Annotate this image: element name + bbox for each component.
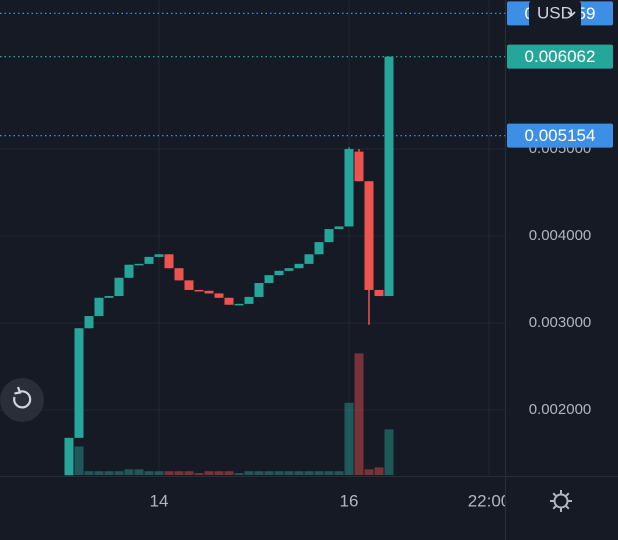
volume-bar bbox=[254, 471, 264, 475]
y-tick-label: 0.004000 bbox=[529, 227, 592, 244]
volume-bar bbox=[244, 471, 254, 475]
candle-body bbox=[324, 229, 334, 243]
dropdown-caret[interactable] bbox=[567, 11, 576, 17]
candle-body bbox=[254, 282, 264, 297]
candle-body bbox=[144, 256, 154, 264]
price-label-bg bbox=[507, 123, 613, 148]
x-tick-label: 16 bbox=[340, 491, 359, 510]
candle-body bbox=[174, 268, 184, 281]
volume-bar bbox=[284, 471, 294, 475]
reset-button[interactable] bbox=[0, 378, 44, 422]
volume-bar bbox=[84, 471, 94, 475]
candle-body bbox=[264, 275, 274, 283]
volume-bar bbox=[304, 471, 314, 475]
candle-body bbox=[84, 316, 94, 329]
y-tick-label: 0.002000 bbox=[529, 401, 592, 418]
x-axis: 14 16 22:00 bbox=[150, 491, 511, 510]
volume-bar bbox=[334, 471, 344, 475]
candle-body bbox=[234, 303, 244, 306]
price-label: 0.006062 bbox=[525, 47, 596, 66]
volume-bar bbox=[324, 471, 334, 475]
candle-body bbox=[294, 263, 304, 269]
candle-body bbox=[74, 328, 84, 438]
volume-bar bbox=[204, 471, 214, 475]
candle-body bbox=[124, 264, 134, 278]
volume-bar bbox=[294, 471, 304, 475]
volume-bar bbox=[354, 353, 364, 475]
candle-body bbox=[224, 297, 234, 305]
volume-bar bbox=[224, 471, 234, 475]
currency-button[interactable]: USD bbox=[529, 1, 581, 27]
reset-icon-arrow[interactable] bbox=[14, 386, 22, 395]
candle-body bbox=[114, 277, 124, 297]
volume-bar bbox=[174, 471, 184, 475]
volume-bar bbox=[134, 469, 144, 475]
volume-bar bbox=[274, 471, 284, 475]
volume-bar bbox=[344, 402, 354, 475]
candle-body bbox=[314, 242, 324, 255]
candle-body bbox=[374, 289, 384, 297]
price-label-bg bbox=[507, 44, 613, 69]
candle-body bbox=[184, 280, 194, 290]
candle-body bbox=[134, 263, 144, 266]
volume-bar bbox=[194, 473, 204, 475]
candle-body bbox=[94, 297, 104, 317]
candle-body bbox=[244, 296, 254, 304]
volume-bar bbox=[124, 469, 134, 475]
volume-bar bbox=[114, 471, 124, 475]
volume-bar bbox=[264, 471, 274, 475]
candle-body bbox=[284, 268, 294, 271]
volume-bar bbox=[384, 429, 394, 475]
candle-body bbox=[104, 296, 114, 298]
currency-button-bg[interactable] bbox=[529, 1, 581, 27]
plot-area bbox=[0, 0, 505, 476]
candle-body bbox=[344, 149, 354, 227]
candle-body bbox=[204, 290, 214, 294]
volume-bar bbox=[144, 471, 154, 475]
x-tick-label: 14 bbox=[150, 491, 169, 510]
gear-icon[interactable] bbox=[553, 493, 569, 509]
volume-bar bbox=[94, 471, 104, 475]
candle-body bbox=[364, 181, 374, 290]
candle-body bbox=[164, 254, 174, 269]
candle-body bbox=[354, 151, 364, 182]
volume-bar bbox=[364, 469, 374, 475]
reset-button-bg[interactable] bbox=[0, 378, 44, 422]
gear-teeth[interactable] bbox=[550, 490, 572, 512]
volume-bar bbox=[74, 446, 84, 475]
price-label: 0.005154 bbox=[525, 126, 596, 145]
candle-body bbox=[304, 254, 314, 264]
candle-body bbox=[334, 226, 344, 230]
volume-bar bbox=[234, 473, 244, 475]
volume-bar bbox=[374, 467, 384, 475]
candle-body bbox=[214, 293, 224, 298]
candle-body bbox=[154, 254, 164, 257]
volume-bar bbox=[164, 471, 174, 475]
candle-body bbox=[274, 270, 284, 276]
currency-text[interactable]: USD bbox=[537, 3, 573, 22]
candle-body bbox=[384, 56, 394, 297]
candle-body bbox=[194, 289, 204, 292]
y-tick-label: 0.003000 bbox=[529, 314, 592, 331]
price-axis-panel bbox=[506, 0, 618, 540]
volume-bar bbox=[154, 471, 164, 475]
volume-bar bbox=[314, 471, 324, 475]
volume-bar bbox=[184, 471, 194, 475]
candle-body bbox=[64, 437, 74, 476]
volume-bar bbox=[104, 471, 114, 475]
reset-icon[interactable] bbox=[13, 390, 32, 409]
volume-bar bbox=[214, 471, 224, 475]
settings-button[interactable] bbox=[550, 490, 572, 512]
x-tick-label: 22:00 bbox=[468, 491, 511, 510]
